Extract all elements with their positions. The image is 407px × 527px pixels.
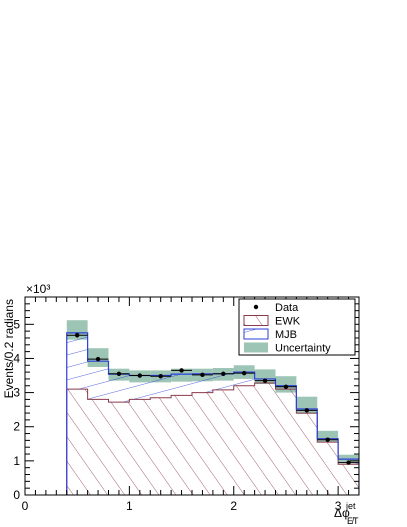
legend-ewk-swatch [243,315,269,326]
data-point [158,374,163,379]
axes: 0 1 2 3 4 5 0 1 2 3 [13,296,360,513]
legend-label: Data [275,302,299,314]
y-axis-label: Events/0.2 radians [2,299,16,398]
uncertainty-band-bin [317,430,339,443]
mjb-bar [129,375,151,400]
mjb-bar [87,361,109,400]
x-axis-label-main: Δφ [334,506,350,520]
data-point [74,333,80,338]
mjb-bar [66,332,88,390]
ewk-bar [317,442,339,495]
data-point [116,371,122,377]
ewk-bar [254,383,276,495]
mjb-bar [233,372,255,386]
data-point [137,373,143,378]
data-point [221,371,226,377]
ewk-bar [192,392,213,495]
y-tick-label: 5 [13,317,20,331]
data-point [95,356,101,362]
y-tick-label: 0 [13,488,20,502]
x-tick-label: 3 [335,499,342,513]
mjb-bar [150,375,172,398]
mjb-bar [108,374,130,403]
legend-label: EWK [275,316,301,328]
ewk-bar [108,402,130,495]
ewk-bar [171,395,192,495]
data-point [304,408,310,413]
x-axis-label: Δφ jet E̸T [334,501,359,526]
ewk-bar [233,385,255,495]
x-axis-label-subscript: E̸T [347,516,359,526]
x-tick-label: 0 [22,499,29,513]
ewk-bar [296,413,318,495]
data-point [241,370,247,376]
data-point [200,372,205,378]
y-tick-label: 2 [13,420,20,434]
ewk-bar [66,389,88,495]
mjb-bar [212,373,234,390]
ewk-bar [87,399,109,495]
ewk-bar [129,399,151,495]
plot-area [66,320,359,495]
legend-label: Uncertainty [275,343,331,355]
ewk-bar [212,389,234,495]
ewk-bar [275,389,297,495]
legend-data-marker [253,304,259,310]
x-axis-label-superscript: jet [345,501,356,511]
data-point [262,378,268,383]
data-point [283,384,289,389]
legend-uncertainty-swatch [244,342,268,353]
x-tick-label: 1 [126,499,133,513]
y-axis-multiplier: ×10³ [26,282,50,296]
y-tick-label: 3 [13,386,20,400]
legend-mjb-swatch [243,328,269,340]
y-tick-label: 4 [13,351,20,365]
mjb-bar [171,374,192,396]
data-point [346,460,351,465]
x-tick-label: 2 [230,499,237,513]
y-tick-label: 1 [13,454,20,468]
data-point [325,437,330,442]
ewk-bar [338,464,359,495]
ewk-bar [150,397,172,495]
mjb-bar [192,373,213,393]
legend-label: MJB [275,329,297,341]
data-point [179,368,184,373]
